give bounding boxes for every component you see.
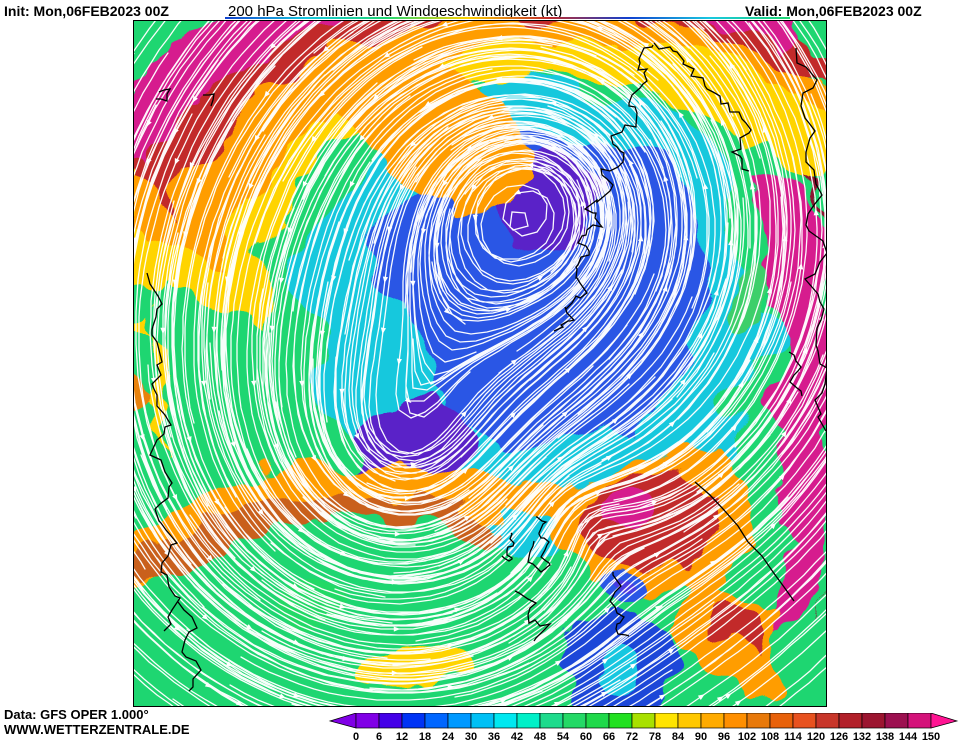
svg-text:30: 30 <box>465 731 477 741</box>
svg-text:18: 18 <box>419 731 431 741</box>
svg-text:90: 90 <box>695 731 707 741</box>
svg-text:102: 102 <box>738 731 756 741</box>
svg-text:144: 144 <box>899 731 918 741</box>
svg-text:42: 42 <box>511 731 523 741</box>
svg-text:84: 84 <box>672 731 685 741</box>
svg-text:12: 12 <box>396 731 408 741</box>
svg-text:150: 150 <box>922 731 940 741</box>
svg-text:114: 114 <box>784 731 803 741</box>
svg-text:54: 54 <box>557 731 570 741</box>
svg-text:48: 48 <box>534 731 546 741</box>
svg-text:132: 132 <box>853 731 871 741</box>
svg-text:24: 24 <box>442 731 455 741</box>
svg-text:138: 138 <box>876 731 894 741</box>
svg-text:96: 96 <box>718 731 730 741</box>
svg-text:60: 60 <box>580 731 592 741</box>
svg-text:66: 66 <box>603 731 615 741</box>
svg-text:78: 78 <box>649 731 661 741</box>
svg-text:108: 108 <box>761 731 779 741</box>
svg-text:120: 120 <box>807 731 825 741</box>
svg-text:126: 126 <box>830 731 848 741</box>
svg-text:0: 0 <box>353 731 359 741</box>
svg-text:72: 72 <box>626 731 638 741</box>
svg-text:36: 36 <box>488 731 500 741</box>
svg-text:6: 6 <box>376 731 382 741</box>
